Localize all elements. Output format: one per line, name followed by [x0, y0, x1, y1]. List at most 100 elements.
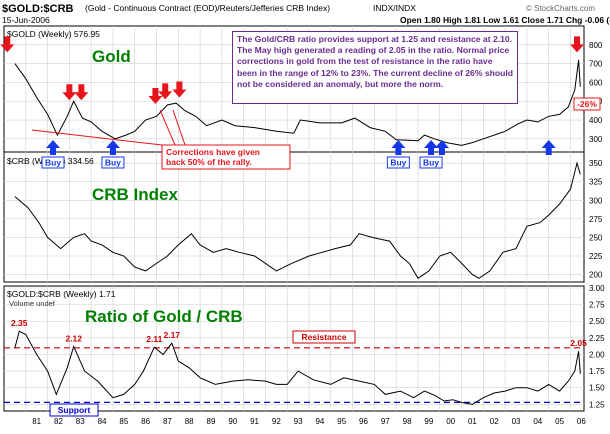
buy-arrow-icon: [105, 140, 120, 155]
y-tick-label: 275: [589, 215, 603, 224]
panel-frame-crb: [3, 151, 585, 283]
y-tick-label: 2.75: [589, 301, 605, 310]
decline-label: -26%: [573, 97, 601, 111]
svg-text:Resistance: Resistance: [302, 332, 347, 342]
y-tick-label: 1.75: [589, 367, 605, 376]
chart-subtitle: (Gold - Continuous Contract (EOD)/Reuter…: [85, 3, 330, 13]
ratio-peak-label: 2.05: [570, 338, 587, 348]
y-tick-label: 325: [589, 178, 603, 187]
signal-arrows: Buy Buy Buy Buy: [0, 36, 585, 169]
buy-label-box: [101, 156, 125, 169]
gridlines-crb: [4, 152, 584, 282]
buy-arrow-icon: [424, 140, 439, 155]
x-tick-label: 04: [533, 417, 542, 426]
x-tick-label: 97: [381, 417, 390, 426]
buy-arrow-icon: [391, 140, 406, 155]
stockcharts-credit: © StockCharts.com: [526, 4, 595, 13]
x-tick-label: 91: [250, 417, 259, 426]
chart-exchange: INDX/INDX: [373, 3, 416, 13]
x-tick-label: 01: [468, 417, 477, 426]
series-line-ratio: [14, 330, 581, 405]
sell-arrow-icon: [158, 83, 173, 100]
x-tick-label: 06: [577, 417, 586, 426]
ratio-peak-label: 2.11: [146, 334, 162, 344]
x-tick-label: 86: [141, 417, 150, 426]
ratio-peak-labels: 2.35 2.12 2.11 2.17 2.05: [11, 318, 587, 348]
sell-arrow-icon: [172, 81, 187, 98]
y-tick-label: 200: [589, 271, 603, 280]
y-tick-label: 800: [589, 41, 603, 50]
y-tick-label: 250: [589, 233, 603, 242]
ratio-title: Ratio of Gold / CRB: [85, 307, 243, 326]
support-label: Support: [49, 403, 99, 417]
svg-text:-26%: -26%: [577, 99, 597, 109]
buy-arrow-icon: [434, 140, 449, 155]
buy-label: Buy: [390, 158, 406, 168]
series-line-gold: [14, 59, 581, 146]
corrections-text-line1: Corrections have given: [166, 147, 260, 157]
x-tick-label: 05: [555, 417, 564, 426]
ratio-peak-label: 2.12: [65, 334, 82, 344]
y-tick-label: 700: [589, 60, 603, 69]
corrections-text-line2: back 50% of the rally.: [166, 157, 252, 167]
sell-arrow-icon: [0, 36, 15, 53]
resistance-label: Resistance: [292, 330, 356, 344]
y-tick-label: 225: [589, 252, 603, 261]
gold-title: Gold: [92, 47, 131, 66]
buy-label: Buy: [105, 158, 121, 168]
y-tick-label: 1.50: [589, 384, 605, 393]
y-tick-label: 600: [589, 78, 603, 87]
y-tick-label: 2.50: [589, 317, 605, 326]
x-tick-label: 96: [359, 417, 368, 426]
svg-text:Support: Support: [58, 405, 91, 415]
y-tick-label: 2.00: [589, 350, 605, 359]
chart-date: 15-Jun-2006: [2, 15, 50, 25]
x-tick-label: 93: [294, 417, 303, 426]
x-tick-label: 84: [98, 417, 107, 426]
ohlc-readout: Open 1.80 High 1.81 Low 1.61 Close 1.71 …: [400, 15, 610, 25]
corrections-callout: Corrections have given back 50% of the r…: [31, 109, 291, 170]
panel-label-gold: $GOLD (Weekly) 576.95: [7, 29, 100, 39]
y-tick-label: 400: [589, 116, 603, 125]
buy-arrow-icon: [46, 140, 61, 155]
sell-arrow-icon: [148, 88, 163, 105]
buy-label-box: [419, 156, 443, 169]
buy-label: Buy: [423, 158, 439, 168]
ratio-peak-label: 2.17: [163, 330, 180, 340]
buy-label-box: [386, 156, 410, 169]
x-tick-label: 85: [119, 417, 128, 426]
x-tick-label: 94: [315, 417, 324, 426]
y-tick-label: 2.25: [589, 334, 605, 343]
x-tick-label: 99: [424, 417, 433, 426]
y-tick-label: 350: [589, 159, 603, 168]
gridlines-ratio: [4, 286, 584, 411]
y-tick-label: 3.00: [589, 284, 605, 293]
y-tick-label: 1.25: [589, 400, 605, 409]
x-tick-label: 90: [228, 417, 237, 426]
panel-label-ratio: $GOLD:$CRB (Weekly) 1.71: [7, 289, 116, 299]
x-axis-ticks: 81 82 83 84 85 86 87 88 89 90 91 92 93 94 95 96 97 98 99 00…: [32, 417, 586, 426]
panel-frame-ratio: [3, 285, 585, 412]
volume-label: Volume undef: [9, 299, 56, 308]
x-tick-label: 95: [337, 417, 346, 426]
x-tick-label: 89: [207, 417, 216, 426]
x-tick-label: 81: [32, 417, 41, 426]
sell-arrow-icon: [74, 84, 89, 101]
ratio-peak-label: 2.35: [11, 318, 28, 328]
chart-symbol: $GOLD:$CRB: [2, 3, 74, 15]
buy-label: Buy: [45, 158, 61, 168]
y-axis-ticks-crb: 200 225 250 275 300 325 350: [589, 159, 603, 279]
annotation-box: The Gold/CRB ratio provides support at 1…: [232, 31, 518, 104]
x-tick-label: 88: [185, 417, 194, 426]
x-tick-label: 83: [76, 417, 85, 426]
x-tick-label: 82: [54, 417, 63, 426]
y-tick-label: 300: [589, 196, 603, 205]
x-tick-label: 00: [446, 417, 455, 426]
x-tick-label: 92: [272, 417, 281, 426]
x-tick-label: 98: [403, 417, 412, 426]
crb-title: CRB Index: [92, 185, 179, 204]
x-tick-label: 87: [163, 417, 172, 426]
y-axis-ticks-ratio: 1.25 1.50 1.75 2.00 2.25 2.50 2.75 3.00: [589, 284, 605, 409]
x-tick-label: 02: [490, 417, 499, 426]
x-tick-label: 03: [512, 417, 521, 426]
